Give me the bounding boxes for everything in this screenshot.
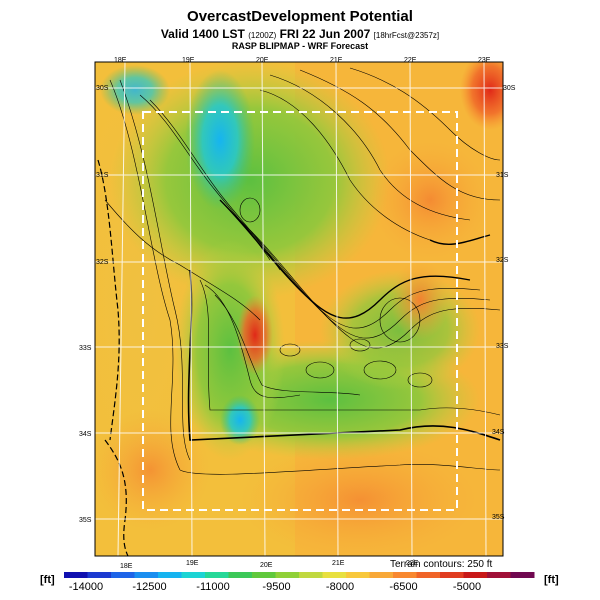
colorbar-swatch	[181, 572, 206, 578]
colorbar-swatch	[275, 572, 300, 578]
colorbar-swatch	[322, 572, 347, 578]
colorbar-tick-label: -14000	[69, 581, 103, 593]
colorbar-swatch	[205, 572, 229, 578]
lat-label: 31S	[96, 172, 109, 179]
colorbar-swatch	[111, 572, 135, 578]
lat-label: 34S	[492, 429, 505, 436]
inner-domain-box	[142, 111, 458, 511]
shaded-field	[95, 62, 503, 556]
terrain-contours	[97, 67, 501, 556]
colorbar-tick-label: -6500	[389, 581, 417, 593]
lat-label: 31S	[496, 172, 509, 179]
lat-label: 32S	[96, 259, 109, 266]
lat-lon-grid	[95, 62, 503, 556]
colorbar-swatch	[252, 572, 276, 578]
lon-label: 18E	[120, 563, 133, 570]
lon-label: 19E	[182, 57, 195, 64]
colorbar-swatch	[510, 572, 535, 578]
colorbar-swatch	[299, 572, 323, 578]
forecast-info: [18hrFcst@2357z]	[373, 31, 440, 40]
lat-labels-left: 30S 31S 32S 33S 34S 35S	[79, 85, 109, 524]
lon-label: 23E	[478, 57, 491, 64]
valid-utc: (1200Z)	[248, 31, 277, 40]
map-title: OvercastDevelopment Potential	[187, 8, 413, 25]
lat-label: 30S	[96, 85, 109, 92]
colorbar-swatch	[393, 572, 417, 578]
lat-label: 35S	[492, 514, 505, 521]
colorbar-tick-label: -9500	[262, 581, 290, 593]
colorbar-swatch	[134, 572, 159, 578]
colorbar-swatch	[346, 572, 370, 578]
colorbar-swatch	[463, 572, 488, 578]
lon-label: 21E	[332, 560, 345, 567]
colorbar-swatch	[158, 572, 182, 578]
lon-labels-bottom: 18E 19E 20E 21E 22E	[120, 560, 419, 570]
lat-label: 30S	[503, 85, 516, 92]
lon-label: 20E	[260, 562, 273, 569]
colorbar-swatch	[487, 572, 511, 578]
lon-label: 18E	[114, 57, 127, 64]
terrain-contour-note: Terrain contours: 250 ft	[390, 559, 493, 570]
lat-label: 33S	[496, 343, 509, 350]
lon-label: 20E	[256, 57, 269, 64]
colorbar-swatch	[87, 572, 112, 578]
lat-label: 33S	[79, 345, 92, 352]
colorbar-tick-label: -11000	[196, 581, 229, 593]
colorbar-swatch	[64, 572, 88, 578]
colorbar-swatch	[440, 572, 464, 578]
lat-labels-right: 30S 31S 32S 33S 34S 35S	[492, 85, 516, 521]
lat-label: 34S	[79, 431, 92, 438]
colorbar-swatch	[416, 572, 441, 578]
model-line: RASP BLIPMAP - WRF Forecast	[231, 41, 369, 51]
valid-time-line: Valid 1400 LST (1200Z) FRI 22 Jun 2007 […	[0, 27, 600, 41]
colorbar-unit-right: [ft]	[544, 574, 559, 586]
valid-label: Valid 1400 LST	[160, 27, 245, 41]
lat-label: 35S	[79, 517, 92, 524]
lon-labels-top: 18E 19E 20E 21E 22E 23E	[114, 57, 491, 64]
colorbar-tick-label: -5000	[453, 581, 481, 593]
lon-label: 19E	[186, 560, 199, 567]
colorbar-tick-label: -12500	[132, 581, 166, 593]
colorbar-swatch	[228, 572, 253, 578]
colorbar-tick-label: -8000	[326, 581, 354, 593]
lon-label: 22E	[404, 57, 417, 64]
colorbar-swatch	[369, 572, 394, 578]
valid-date: FRI 22 Jun 2007	[279, 27, 371, 41]
lon-label: 22E	[406, 560, 419, 567]
map-frame	[94, 61, 504, 557]
lon-label: 21E	[330, 57, 343, 64]
lat-label: 32S	[496, 257, 509, 264]
colorbar-labels: -14000 -12500 -11000 -9500 -8000 -6500 -5000	[69, 581, 481, 593]
colorbar-unit-left: [ft]	[40, 574, 55, 586]
colorbar-swatches	[64, 572, 535, 578]
